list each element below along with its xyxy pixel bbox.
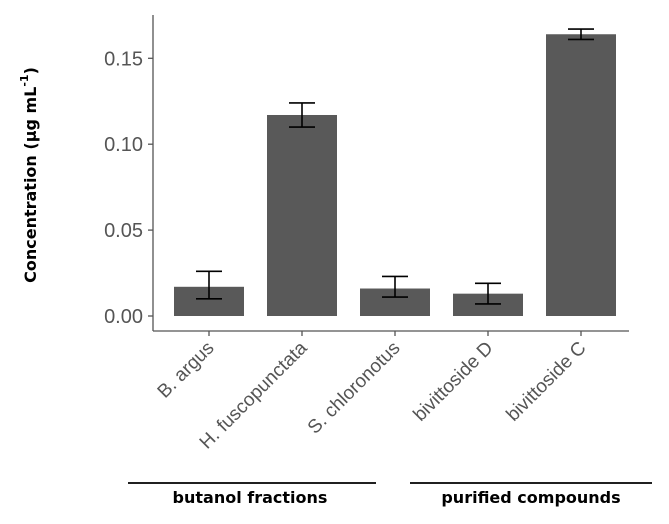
y-axis-title-suffix: ) (21, 67, 40, 74)
y-tick-label: 0.05 (104, 220, 143, 242)
error-bars-group (196, 28, 594, 305)
bar (453, 293, 523, 316)
y-tick-label: 0.00 (104, 306, 143, 328)
bars-group (174, 34, 616, 317)
y-axis-title-superscript: -1 (18, 74, 31, 86)
bar (546, 34, 616, 317)
x-tick-label: B. argus (154, 338, 219, 403)
y-axis-title: Concentration (μg mL-1) (18, 67, 40, 283)
y-axis-title-prefix: Concentration (μg mL (21, 87, 40, 283)
axes (148, 15, 629, 336)
y-tick-label: 0.15 (104, 48, 143, 70)
bar (267, 114, 337, 316)
y-tick-label: 0.10 (104, 134, 143, 156)
group-label: butanol fractions (173, 488, 328, 507)
group-label: purified compounds (441, 488, 620, 507)
x-tick-label: bivittoside C (503, 338, 591, 426)
x-tick-label: S. chloronotus (304, 338, 405, 439)
x-tick-label: bivittoside D (410, 338, 498, 426)
